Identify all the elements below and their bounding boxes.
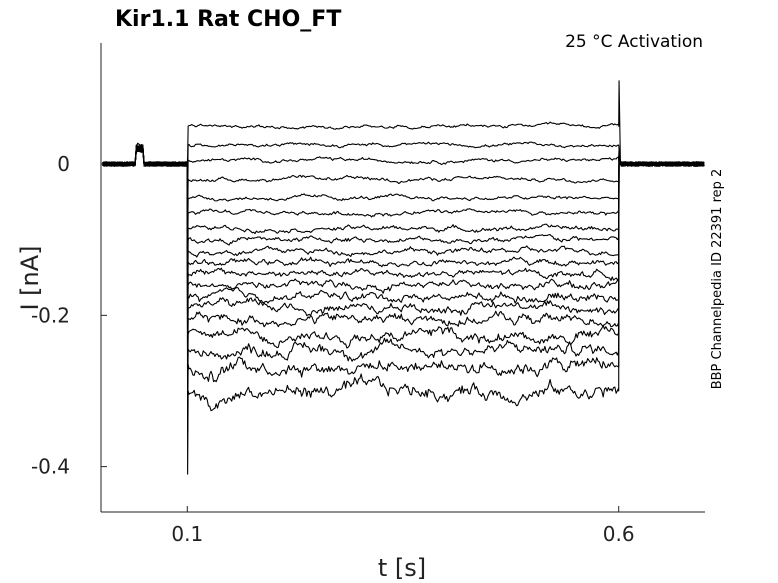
current-trace xyxy=(102,144,705,366)
side-label: BBP Channelpedia ID 22391 rep 2 xyxy=(710,169,725,390)
current-trace xyxy=(102,146,705,286)
current-trace xyxy=(102,146,705,299)
y-tick-label: 0 xyxy=(57,152,70,176)
x-axis-label: t [s] xyxy=(378,554,426,582)
y-tick-label: -0.4 xyxy=(31,455,70,479)
current-trace xyxy=(102,144,705,432)
current-trace xyxy=(102,144,705,397)
current-trace xyxy=(102,148,705,196)
current-trace xyxy=(102,145,705,326)
current-trace xyxy=(102,144,705,353)
x-tick-label: 0.6 xyxy=(603,522,635,546)
current-trace xyxy=(102,146,705,255)
current-trace xyxy=(102,146,705,272)
current-trace xyxy=(102,144,705,414)
current-trace xyxy=(102,144,705,339)
chart-title: Kir1.1 Rat CHO_FT xyxy=(115,7,341,32)
current-trace xyxy=(102,145,705,380)
current-trace xyxy=(102,142,705,475)
axes: 0.1 0.6 0 -0.2 -0.4 xyxy=(31,43,705,546)
y-axis-label: I [nA] xyxy=(16,245,44,310)
current-trace xyxy=(102,148,705,217)
current-trace xyxy=(102,147,705,238)
current-trace xyxy=(102,80,705,167)
current-trace xyxy=(102,145,705,313)
traces xyxy=(102,80,705,475)
current-trace xyxy=(102,141,705,179)
y-tick-label: -0.2 xyxy=(31,303,70,327)
x-tick-label: 0.1 xyxy=(171,522,203,546)
chart-subtitle: 25 °C Activation xyxy=(565,32,703,52)
